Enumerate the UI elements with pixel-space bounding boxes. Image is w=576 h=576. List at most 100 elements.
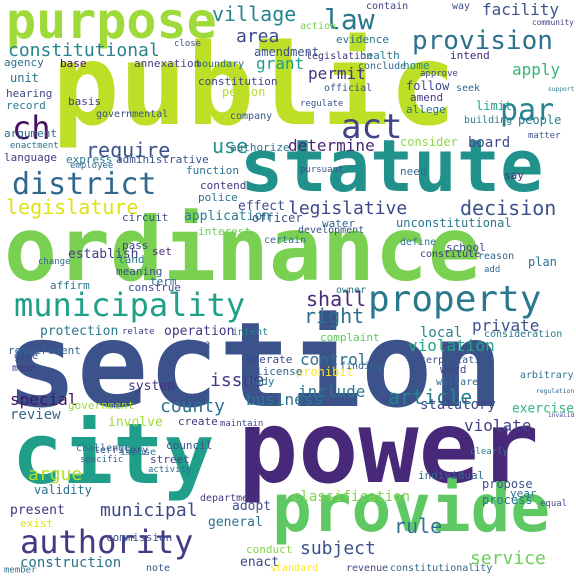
cloud-word: create bbox=[178, 415, 218, 428]
cloud-word: affirm bbox=[50, 279, 90, 292]
cloud-word: pass bbox=[122, 239, 149, 252]
cloud-word: statute bbox=[240, 124, 544, 208]
cloud-word: support bbox=[548, 85, 575, 93]
cloud-word: district bbox=[12, 167, 157, 202]
cloud-word: community bbox=[532, 19, 574, 28]
cloud-word: violate bbox=[464, 416, 532, 435]
cloud-word: section bbox=[6, 296, 504, 434]
cloud-word: term bbox=[150, 275, 177, 288]
cloud-word: service bbox=[470, 548, 546, 569]
cloud-word: rule bbox=[394, 514, 443, 538]
cloud-word: street bbox=[150, 453, 190, 466]
cloud-word: article bbox=[388, 385, 473, 409]
cloud-word: validity bbox=[34, 483, 92, 497]
cloud-word: regulation bbox=[536, 387, 575, 395]
cloud-word: fund bbox=[12, 58, 15, 59]
cloud-word: private bbox=[472, 316, 540, 335]
cloud-word: include bbox=[298, 382, 366, 401]
cloud-word: arbitrary bbox=[520, 369, 574, 381]
cloud-word: par bbox=[500, 93, 555, 128]
cloud-word: limit bbox=[476, 99, 513, 113]
cloud-word: home bbox=[403, 59, 430, 72]
cloud-word: determine bbox=[288, 136, 375, 155]
cloud-word: circuit bbox=[122, 211, 169, 224]
cloud-word: permit bbox=[308, 64, 366, 83]
cloud-word: council bbox=[166, 439, 213, 452]
cloud-word: employee bbox=[70, 161, 114, 171]
cloud-word: matter bbox=[528, 131, 561, 141]
cloud-word: action bbox=[300, 21, 337, 32]
cloud-word: police bbox=[198, 191, 238, 204]
cloud-word: individual bbox=[418, 469, 485, 482]
cloud-word: special bbox=[10, 390, 78, 409]
cloud-word: facility bbox=[482, 0, 560, 19]
cloud-word: legislature bbox=[6, 195, 139, 219]
cloud-word: ch bbox=[12, 109, 51, 147]
cloud-word: meaning bbox=[116, 265, 163, 278]
cloud-word: authorize bbox=[230, 141, 290, 154]
cloud-word: public bbox=[52, 21, 457, 151]
cloud-word: operation bbox=[164, 324, 235, 339]
cloud-word: way bbox=[452, 1, 471, 12]
cloud-word: argument bbox=[4, 127, 57, 140]
cloud-word: hearing bbox=[6, 87, 53, 100]
cloud-word: reason bbox=[478, 251, 515, 262]
cloud-word: unconstitutional bbox=[396, 216, 512, 230]
cloud-word: function bbox=[186, 164, 239, 177]
cloud-word: issue bbox=[210, 370, 265, 391]
cloud-word: adopt bbox=[232, 499, 272, 514]
cloud-word: amendment bbox=[254, 45, 320, 59]
cloud-word: add bbox=[484, 265, 501, 275]
cloud-word: effect bbox=[238, 199, 285, 214]
cloud-word: law bbox=[324, 3, 375, 36]
cloud-word: involve bbox=[108, 415, 163, 430]
cloud-word: prohibit bbox=[296, 365, 354, 379]
cloud-word: mean bbox=[12, 363, 37, 374]
cloud-word: conclude bbox=[358, 61, 407, 72]
cloud-word: activity bbox=[148, 465, 192, 475]
cloud-word: exercise bbox=[512, 400, 575, 416]
cloud-word: welfare bbox=[436, 377, 479, 388]
cloud-word: conduct bbox=[246, 543, 293, 556]
cloud-word: close bbox=[174, 39, 202, 49]
cloud-word: finding bbox=[340, 361, 383, 372]
cloud-word: argue bbox=[28, 464, 83, 485]
cloud-word: annexation bbox=[134, 57, 201, 70]
cloud-word: business bbox=[246, 390, 324, 409]
cloud-word: allege bbox=[406, 103, 446, 116]
cloud-word: decision bbox=[460, 196, 557, 220]
cloud-word: general bbox=[208, 515, 263, 530]
cloud-word: seek bbox=[456, 83, 481, 94]
cloud-word: invalid bbox=[548, 411, 575, 419]
cloud-word: consider bbox=[400, 135, 458, 149]
cloud-word: construction bbox=[20, 555, 122, 571]
cloud-word: intend bbox=[450, 49, 490, 62]
cloud-word: intent bbox=[232, 327, 269, 338]
cloud-word: interest bbox=[198, 225, 251, 238]
cloud-word: water bbox=[322, 217, 356, 230]
cloud-word: health bbox=[360, 49, 400, 62]
cloud-word: regulate bbox=[300, 99, 344, 109]
cloud-word: interpretation bbox=[408, 355, 493, 366]
cloud-word: contain bbox=[366, 1, 409, 12]
cloud-word: apply bbox=[512, 60, 561, 79]
cloud-word: requirement bbox=[8, 344, 81, 357]
cloud-word: agency bbox=[4, 56, 44, 69]
cloud-word: consideration bbox=[484, 329, 563, 340]
cloud-word: school bbox=[446, 241, 486, 254]
cloud-word: exist bbox=[20, 517, 54, 530]
cloud-word: license bbox=[256, 365, 303, 378]
cloud-word: clearly bbox=[470, 447, 508, 457]
cloud-word: application bbox=[184, 209, 271, 224]
cloud-word: authority bbox=[20, 523, 194, 561]
cloud-word: give bbox=[14, 351, 39, 362]
cloud-word: power bbox=[238, 389, 540, 506]
cloud-word: provision bbox=[412, 26, 553, 56]
cloud-word: subject bbox=[300, 538, 376, 559]
cloud-word: classification bbox=[292, 489, 411, 505]
cloud-word: process bbox=[482, 493, 533, 507]
cloud-word: governmental bbox=[96, 109, 169, 120]
cloud-word: government bbox=[68, 399, 135, 412]
cloud-word: grant bbox=[256, 54, 305, 73]
cloud-word: property bbox=[368, 279, 542, 320]
